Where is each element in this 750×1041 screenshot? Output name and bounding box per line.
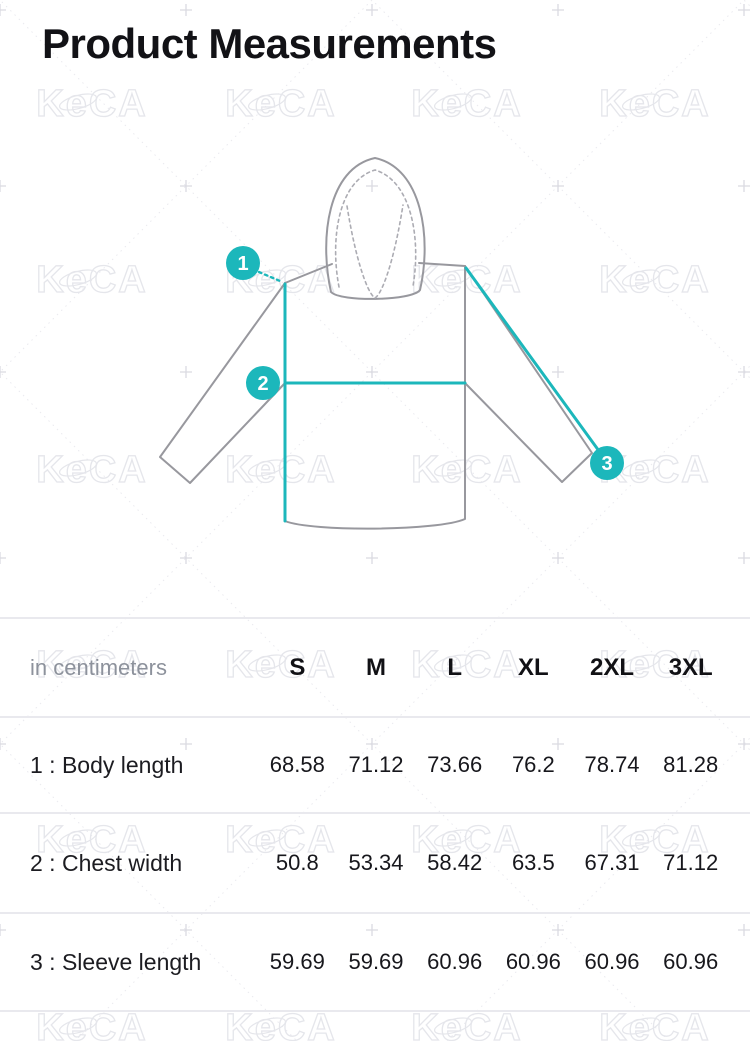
table-bottom-divider: [0, 1010, 750, 1012]
cell-value: 60.96: [505, 949, 561, 974]
marker-2: 2: [246, 366, 280, 400]
row-label: 1 : Body length: [30, 751, 184, 778]
hood-inner-lines: [334, 169, 417, 299]
cell-value: 60.96: [427, 949, 483, 974]
markers: 1 2 3: [226, 246, 624, 480]
hood-inner-line: [334, 169, 417, 288]
cell-value: 67.31: [584, 850, 640, 875]
cell-value: 78.74: [584, 752, 640, 777]
cell-value: 71.12: [348, 752, 404, 777]
cell-value: 60.96: [584, 949, 640, 974]
size-header-m: M: [366, 653, 386, 681]
sleeve-length-line: [464, 266, 601, 453]
marker-1-label: 1: [237, 253, 248, 275]
table-row-sleeve-length: 3 : Sleeve length 59.69 59.69 60.96 60.9…: [0, 912, 750, 1010]
hoodie-outline: [159, 157, 593, 530]
marker1-connector-line: [257, 270, 282, 283]
marker-3: 3: [590, 446, 624, 480]
table-header-row: in centimeters S M L XL 2XL 3XL: [0, 617, 750, 716]
hood-outline: [325, 157, 426, 300]
right-shoulder-line: [418, 262, 466, 267]
cell-value: 76.2: [511, 752, 555, 777]
page-title: Product Measurements: [42, 20, 497, 67]
table-row-chest-width: 2 : Chest width 50.8 53.34 58.42 63.5 67…: [0, 812, 750, 912]
body-panel: [284, 265, 466, 530]
cell-value: 73.66: [427, 752, 483, 777]
cell-value: 58.42: [427, 850, 483, 875]
cell-value: 50.8: [275, 850, 319, 875]
size-header-xl: XL: [518, 653, 549, 681]
cell-value: 63.5: [511, 850, 555, 875]
cell-value: 71.12: [663, 850, 719, 875]
hoodie-measurement-diagram: 1 2 3: [159, 157, 624, 530]
cell-value: 60.96: [663, 949, 719, 974]
row-label: 3 : Sleeve length: [30, 948, 202, 975]
marker-3-circle: [590, 446, 624, 480]
neckline-v: [346, 204, 404, 299]
marker-1: 1: [226, 246, 260, 280]
row-label: 2 : Chest width: [30, 849, 183, 876]
measurements-table: in centimeters S M L XL 2XL 3XL 1 : Body…: [0, 617, 750, 1012]
cell-value: 68.58: [269, 752, 325, 777]
cell-value: 53.34: [348, 850, 404, 875]
table-row-body-length: 1 : Body length 68.58 71.12 73.66 76.2 7…: [0, 716, 750, 812]
marker-1-circle: [226, 246, 260, 280]
cell-value: 59.69: [269, 949, 325, 974]
size-header-3xl: 3XL: [668, 653, 713, 681]
unit-label: in centimeters: [30, 654, 167, 680]
cell-value: 59.69: [348, 949, 404, 974]
marker-2-label: 2: [257, 373, 268, 395]
measurement-guides: [257, 266, 601, 523]
size-header-s: S: [289, 653, 306, 681]
right-sleeve: [464, 265, 593, 483]
left-sleeve: [159, 282, 286, 484]
left-shoulder-line: [284, 263, 333, 284]
cell-value: 81.28: [663, 752, 719, 777]
size-header-2xl: 2XL: [590, 653, 635, 681]
size-header-l: L: [447, 653, 463, 681]
marker-2-circle: [246, 366, 280, 400]
marker-3-label: 3: [601, 453, 612, 475]
